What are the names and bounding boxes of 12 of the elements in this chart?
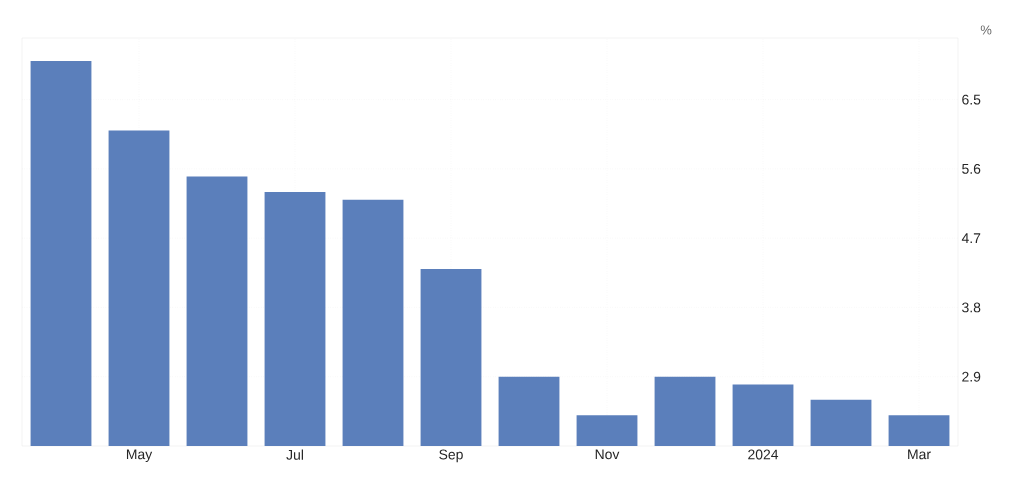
y-axis-title: % [980,25,992,35]
y-tick-label: 3.8 [962,302,981,313]
x-tick-label: May [126,449,153,463]
x-tick-label: Jul [286,449,303,460]
x-tick-label: Nov [595,449,620,460]
y-tick-label: 2.9 [962,371,981,382]
y-tick-label: 5.6 [962,163,981,174]
x-tick-label: 2024 [748,449,779,460]
y-tick-label: 4.7 [961,233,981,243]
x-tick-label: Sep [439,449,463,463]
x-tick-label: Mar [908,449,931,460]
y-tick-label: 6.5 [962,94,981,105]
